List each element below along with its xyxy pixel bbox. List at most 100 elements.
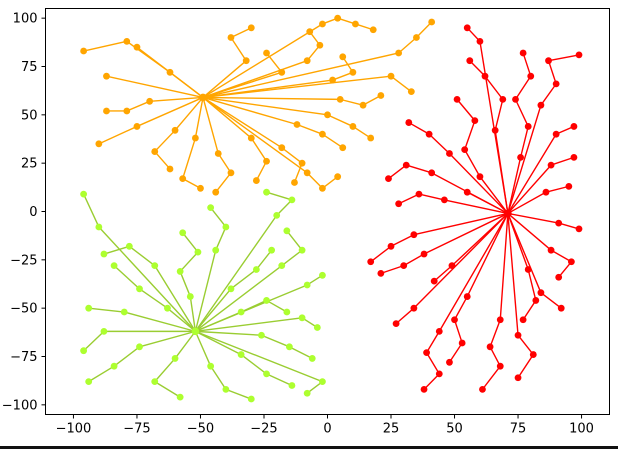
- data-point: [303, 57, 311, 65]
- data-point: [570, 153, 578, 161]
- data-point: [247, 24, 255, 32]
- data-point: [555, 273, 563, 281]
- x-tick-label: −50: [187, 422, 214, 437]
- cluster-edge: [203, 94, 382, 106]
- data-point: [524, 123, 532, 130]
- data-point: [359, 101, 367, 109]
- data-point: [463, 24, 471, 32]
- cluster-edge: [106, 75, 204, 99]
- data-point: [151, 262, 159, 270]
- data-point: [171, 126, 179, 134]
- data-point: [392, 320, 400, 328]
- cluster-edge: [202, 21, 433, 99]
- cluster-edge: [202, 31, 321, 99]
- data-point: [557, 304, 565, 312]
- data-point: [247, 395, 255, 403]
- data-point: [316, 41, 324, 49]
- data-point: [212, 188, 220, 196]
- data-point: [430, 277, 438, 285]
- cluster-edge: [194, 249, 273, 332]
- data-point: [252, 266, 260, 273]
- data-point: [278, 68, 286, 76]
- data-point: [514, 331, 522, 339]
- data-point: [415, 190, 423, 198]
- cluster-edge: [103, 245, 196, 332]
- data-point: [227, 34, 235, 41]
- data-point: [306, 28, 314, 36]
- data-point: [552, 130, 560, 138]
- data-point: [151, 148, 159, 155]
- cluster-edge: [202, 96, 303, 183]
- data-point: [80, 347, 88, 355]
- cluster-edge: [466, 191, 509, 215]
- data-point: [395, 49, 403, 57]
- data-point: [413, 34, 420, 41]
- cluster-edge: [202, 96, 344, 149]
- cluster-edge: [202, 96, 339, 190]
- data-point: [146, 97, 154, 105]
- data-point: [496, 362, 504, 370]
- data-point: [463, 188, 471, 196]
- x-tick-label: 50: [446, 422, 463, 437]
- data-point: [125, 242, 133, 250]
- data-point: [207, 204, 215, 212]
- data-point: [448, 262, 456, 270]
- cluster-edge: [194, 230, 303, 332]
- x-tick-label: −100: [56, 422, 92, 437]
- data-point: [352, 20, 359, 28]
- x-tick-label: 25: [383, 422, 400, 437]
- data-point: [537, 101, 545, 109]
- data-point: [499, 95, 507, 103]
- data-point: [481, 72, 489, 80]
- data-point: [80, 190, 88, 198]
- data-point: [191, 134, 199, 142]
- data-point: [166, 68, 174, 76]
- cluster-edge: [380, 212, 509, 275]
- data-point: [222, 385, 230, 393]
- data-point: [263, 49, 270, 57]
- data-point: [519, 316, 527, 324]
- data-point: [446, 358, 453, 366]
- data-point: [529, 351, 537, 358]
- data-point: [85, 378, 93, 386]
- data-point: [285, 343, 293, 351]
- data-point: [136, 343, 143, 351]
- data-point: [570, 123, 578, 130]
- data-point: [166, 165, 174, 173]
- data-point: [428, 18, 436, 26]
- y-tick-label: −100: [2, 398, 38, 413]
- data-point: [176, 393, 184, 401]
- data-point: [377, 92, 385, 99]
- data-point: [435, 327, 443, 335]
- data-point: [547, 246, 555, 254]
- data-point: [319, 271, 326, 279]
- y-tick-label: 75: [21, 60, 38, 75]
- data-point: [334, 14, 342, 22]
- data-point: [303, 281, 311, 289]
- cluster-edge: [194, 207, 227, 332]
- data-point: [319, 130, 326, 138]
- data-point: [123, 37, 131, 45]
- data-point: [575, 225, 583, 233]
- data-point: [387, 242, 395, 250]
- data-point: [476, 173, 484, 181]
- cluster-edge: [194, 191, 293, 332]
- data-point: [410, 231, 418, 239]
- data-point: [349, 68, 357, 76]
- data-point: [471, 117, 479, 125]
- cluster-edge: [181, 97, 204, 189]
- data-point: [486, 343, 494, 351]
- data-point: [110, 262, 118, 270]
- x-tick-label: −25: [250, 422, 277, 437]
- x-axis: −100 −75 −50 −25 0 25 50 75 100: [56, 414, 594, 437]
- data-point: [103, 107, 110, 115]
- x-tick-label: 100: [569, 422, 594, 437]
- cluster-orange: [80, 14, 436, 196]
- data-point: [428, 169, 436, 177]
- cluster-edge: [507, 212, 573, 278]
- data-point: [186, 293, 194, 300]
- cluster-edge: [202, 27, 252, 98]
- data-point: [283, 308, 291, 316]
